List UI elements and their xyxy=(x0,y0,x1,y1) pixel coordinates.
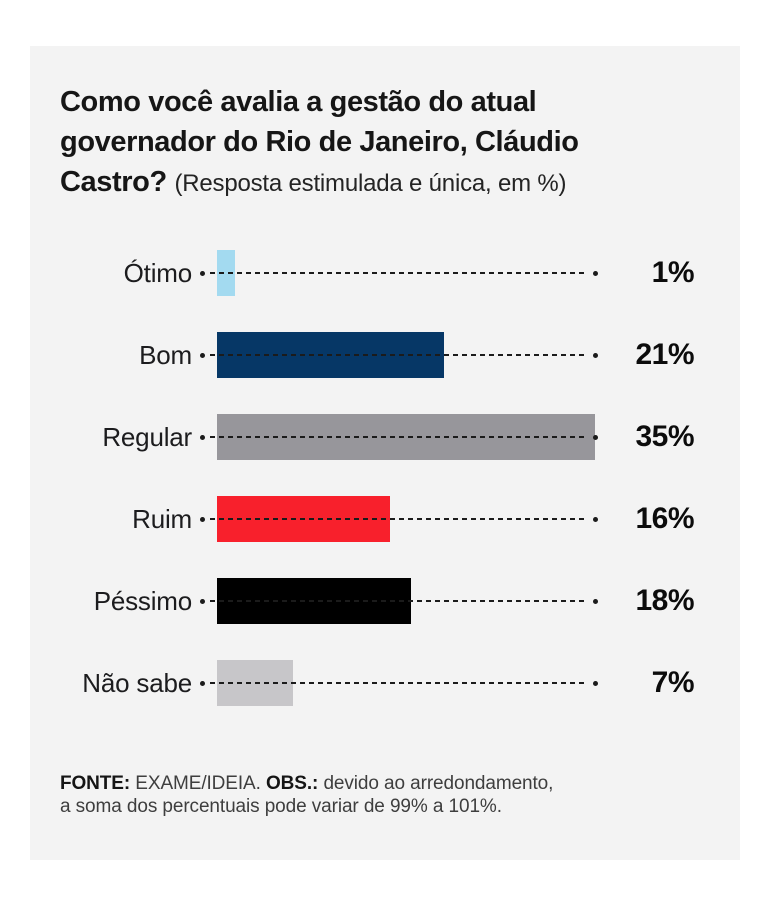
title-line-1: Como você avalia a gestão do atual xyxy=(60,86,537,118)
leader-line xyxy=(210,354,588,356)
leader-dot-right xyxy=(593,680,598,686)
bar-track xyxy=(200,560,598,642)
leader-line xyxy=(210,600,588,602)
source-note-line-2: a soma dos percentuais pode variar de 99… xyxy=(60,796,502,817)
fonte-value: EXAME/IDEIA. xyxy=(130,773,266,794)
leader-dot-right xyxy=(593,598,598,604)
leader-line xyxy=(210,682,588,684)
fonte-label: FONTE: xyxy=(60,773,131,794)
value-label: 7% xyxy=(651,666,695,699)
title-line-2: governador do Rio de Janeiro, Cláudio xyxy=(60,126,579,158)
leader-line xyxy=(210,518,588,520)
infographic-card: Como você avalia a gestão do atual gover… xyxy=(30,46,740,860)
title-line-3: Castro? (Resposta estimulada e única, em… xyxy=(60,162,694,204)
category-label: Regular xyxy=(102,421,192,452)
chart-row-pessimo: Péssimo 18% xyxy=(60,560,695,642)
chart-row-ruim: Ruim 16% xyxy=(60,478,695,560)
leader-dot-right xyxy=(593,434,598,440)
leader-dot-left xyxy=(200,516,205,522)
chart-row-bom: Bom 21% xyxy=(60,314,695,396)
category-label: Ruim xyxy=(132,503,192,534)
value-label: 1% xyxy=(651,256,695,289)
category-label: Péssimo xyxy=(93,585,192,616)
leader-dot-left xyxy=(200,680,205,686)
source-note: FONTE: EXAME/IDEIA. OBS.: devido ao arre… xyxy=(60,772,694,818)
source-note-line-1: FONTE: EXAME/IDEIA. OBS.: devido ao arre… xyxy=(60,772,694,795)
category-label: Não sabe xyxy=(82,667,192,698)
chart-title: Como você avalia a gestão do atual gover… xyxy=(60,82,694,204)
leader-dot-left xyxy=(200,270,205,276)
leader-dot-right xyxy=(593,270,598,276)
leader-dot-right xyxy=(593,352,598,358)
obs-value: devido ao arredondamento, xyxy=(318,773,554,794)
chart-subtitle: (Resposta estimulada e única, em %) xyxy=(174,170,567,197)
leader-dot-left xyxy=(200,434,205,440)
leader-line xyxy=(210,272,588,274)
title-line-3-bold: Castro? xyxy=(60,166,167,198)
bar-chart: Ótimo 1% Bom 21% Regular xyxy=(60,232,695,724)
category-label: Bom xyxy=(139,339,192,370)
bar-track xyxy=(200,314,598,396)
value-label: 16% xyxy=(635,502,694,535)
value-label: 21% xyxy=(635,338,694,371)
category-label: Ótimo xyxy=(123,257,193,288)
leader-dot-left xyxy=(200,598,205,604)
bar-track xyxy=(200,232,598,314)
value-label: 18% xyxy=(635,584,694,617)
bar-track xyxy=(200,396,598,478)
leader-line xyxy=(210,436,588,438)
chart-row-nao-sabe: Não sabe 7% xyxy=(60,642,695,724)
value-label: 35% xyxy=(635,420,694,453)
leader-dot-right xyxy=(593,516,598,522)
obs-label: OBS.: xyxy=(265,773,319,794)
leader-dot-left xyxy=(200,352,205,358)
chart-row-regular: Regular 35% xyxy=(60,396,695,478)
chart-row-otimo: Ótimo 1% xyxy=(60,232,695,314)
bar-track xyxy=(200,642,598,724)
bar-track xyxy=(200,478,598,560)
